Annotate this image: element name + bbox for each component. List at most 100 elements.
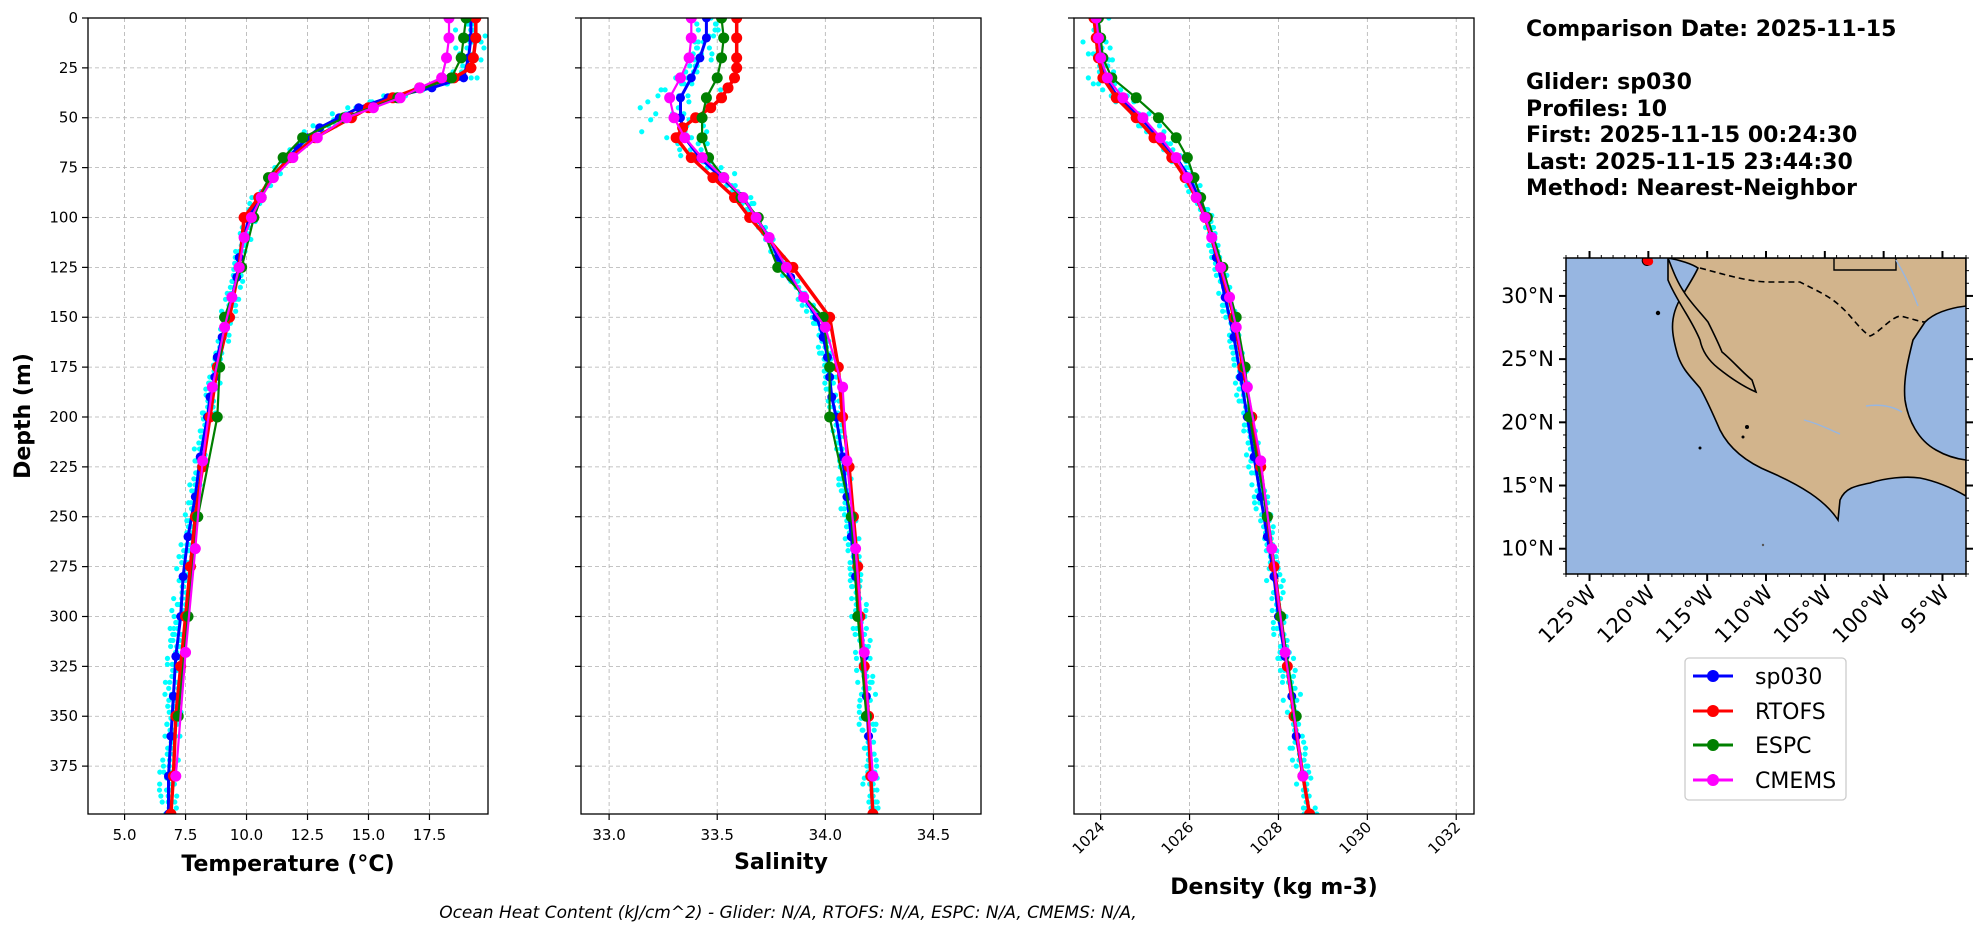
- temperature-profile-point: [171, 613, 177, 620]
- density-profile-point: [1241, 428, 1247, 434]
- salinity-point-espc: [718, 32, 730, 44]
- density-profile-point: [1109, 57, 1116, 63]
- salinity-point-espc: [696, 112, 708, 124]
- density-profile-point: [1251, 500, 1258, 506]
- depth-tick-label-175: 175: [49, 358, 78, 376]
- temperature-point-sp030: [178, 572, 188, 582]
- temperature-profile-point: [162, 679, 169, 685]
- temperature-tick-label-17-5: 17.5: [413, 826, 446, 844]
- salinity-profile-point: [854, 667, 860, 673]
- salinity-point-rtofs: [722, 82, 734, 94]
- density-profile-point: [1095, 81, 1102, 87]
- temperature-point-cmems: [287, 152, 299, 164]
- density-profile-point: [1270, 524, 1276, 530]
- salinity-profile-point: [751, 200, 757, 207]
- temperature-panel: 5.0 7.5 10.0 12.5 15.0 17.5 0 25 50 75 100 125 150 1…: [11, 9, 489, 877]
- salinity-profile-point: [678, 153, 684, 159]
- salinity-profile-point: [863, 601, 869, 608]
- depth-tick-label-150: 150: [49, 308, 78, 326]
- density-profile-point: [1280, 577, 1286, 584]
- temperature-series: [163, 18, 482, 814]
- depth-tick-label-325: 325: [49, 657, 78, 675]
- depth-tick-label-75: 75: [59, 159, 78, 177]
- map-island-2: [1745, 425, 1749, 429]
- salinity-point-rtofs: [731, 18, 743, 24]
- temperature-point-espc: [460, 18, 472, 24]
- density-point-cmems: [1279, 646, 1291, 658]
- density-profile-point: [1232, 380, 1239, 386]
- map-lon-label-120-w: 120°W: [1592, 580, 1660, 648]
- temperature-profile-point: [162, 691, 168, 697]
- temperature-profile-point: [160, 763, 167, 769]
- density-profile-point: [1277, 667, 1284, 673]
- salinity-profile-point: [849, 583, 856, 590]
- density-point-espc: [1170, 132, 1182, 144]
- salinity-point-cmems: [679, 132, 691, 144]
- salinity-point-cmems: [763, 231, 775, 243]
- temperature-point-rtofs: [467, 52, 479, 64]
- density-profile-point: [1264, 577, 1270, 584]
- salinity-profile-point: [645, 99, 651, 105]
- temperature-profile-point: [178, 542, 184, 548]
- temperature-profile-point: [171, 625, 177, 632]
- salinity-profile-point: [819, 350, 825, 356]
- map-lon-label-110-w: 110°W: [1710, 580, 1778, 648]
- density-point-cmems: [1092, 32, 1104, 44]
- salinity-profile-point: [857, 697, 863, 703]
- depth-tick-label-100: 100: [49, 208, 78, 226]
- temperature-tick-label-5-0: 5.0: [113, 826, 137, 844]
- salinity-profile-point: [698, 147, 704, 153]
- map-lon-label-100-w: 100°W: [1828, 580, 1896, 648]
- temperature-point-cmems: [170, 770, 182, 782]
- salinity-profile-point: [870, 739, 877, 745]
- temperature-x-ticks: 5.0 7.5 10.0 12.5 15.0 17.5: [113, 814, 446, 844]
- temperature-point-cmems: [341, 112, 353, 124]
- temperature-profile-point: [157, 781, 163, 787]
- first-time: First: 2025-11-15 00:24:30: [1526, 123, 1857, 148]
- depth-y-label: Depth (m): [11, 353, 36, 479]
- density-profile-point: [1300, 805, 1307, 811]
- temperature-profile-point: [233, 308, 239, 314]
- salinity-profile-point: [639, 129, 645, 135]
- legend-marker-rtofs: [1707, 705, 1719, 717]
- map-lat-label-30-n: 30°N: [1501, 284, 1554, 308]
- temperature-point-espc: [211, 411, 223, 423]
- temperature-tick-label-10-0: 10.0: [230, 826, 263, 844]
- map-lon-label-125-w: 125°W: [1534, 580, 1602, 648]
- temperature-profile-point: [158, 793, 164, 799]
- salinity-profile-point: [847, 566, 853, 572]
- density-profile-point: [1299, 733, 1305, 739]
- salinity-point-cmems: [780, 261, 792, 273]
- temperature-point-cmems: [443, 18, 455, 24]
- salinity-profile-point: [677, 147, 683, 153]
- map-river-1: [1865, 404, 1903, 413]
- density-profile-point: [1295, 721, 1302, 727]
- density-profile-point: [1305, 763, 1311, 769]
- density-series-line-rtofs: [1092, 18, 1312, 814]
- salinity-point-cmems: [798, 291, 810, 303]
- depth-tick-label-375: 375: [49, 757, 78, 775]
- salinity-profile-point: [685, 93, 691, 99]
- temperature-profile-point: [166, 685, 172, 691]
- glider-name: Glider: sp030: [1526, 70, 1692, 95]
- legend: sp030 RTOFS ESPC CMEMS: [1684, 657, 1847, 801]
- salinity-point-sp030: [686, 73, 696, 83]
- temperature-profile-point: [474, 75, 480, 81]
- salinity-profile-point: [852, 631, 858, 638]
- legend-marker-espc: [1707, 739, 1719, 751]
- temperature-point-cmems: [441, 52, 453, 64]
- depth-tick-label-350: 350: [49, 707, 78, 725]
- temperature-point-rtofs: [465, 62, 477, 74]
- density-series-line-cmems: [1095, 18, 1304, 777]
- density-profile-point: [1293, 763, 1299, 769]
- temperature-point-sp030: [168, 691, 178, 701]
- temperature-profile-point: [233, 248, 239, 255]
- salinity-profile-point: [841, 506, 847, 512]
- temperature-profile-point: [165, 703, 171, 709]
- salinity-tick-label-34-0: 34.0: [809, 826, 842, 844]
- salinity-profile-point: [856, 536, 862, 542]
- density-point-cmems: [1206, 231, 1218, 243]
- density-profile-point: [1297, 691, 1304, 697]
- density-series: [1088, 18, 1316, 814]
- salinity-profile-point: [655, 93, 661, 99]
